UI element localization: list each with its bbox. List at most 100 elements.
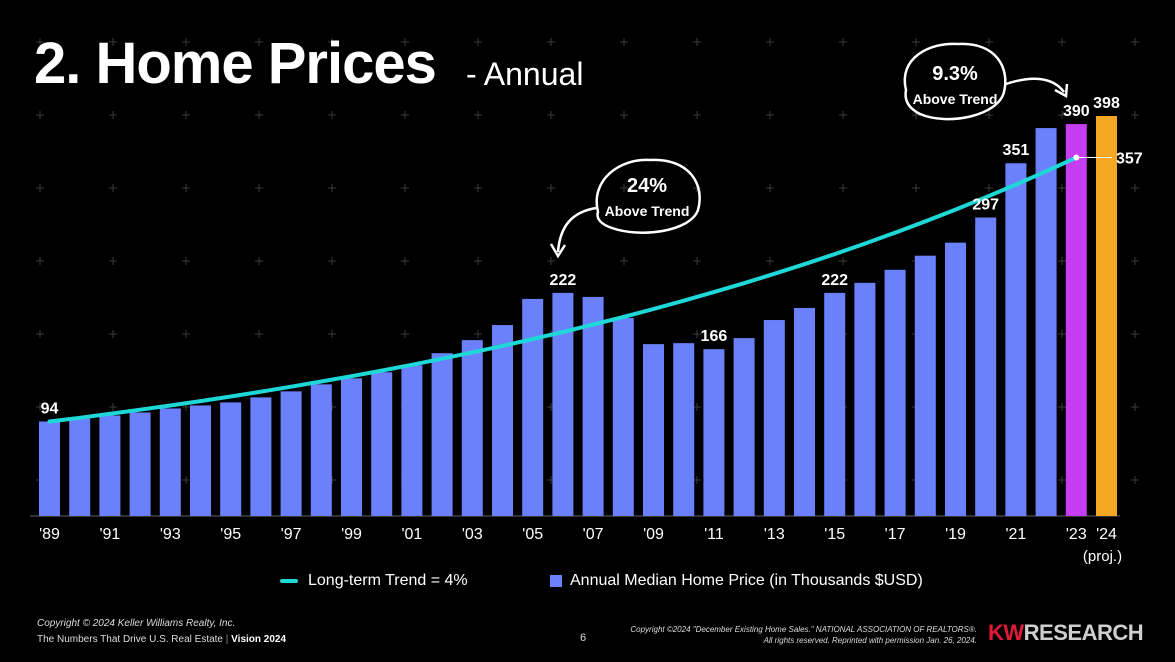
bar — [159, 408, 181, 516]
grid-marker — [36, 330, 44, 338]
bar — [461, 340, 483, 516]
grid-marker — [474, 257, 482, 265]
x-tick-label: '07 — [583, 526, 604, 543]
grid-marker — [1058, 330, 1066, 338]
grid-marker — [1058, 476, 1066, 484]
annotation-text: Above Trend — [605, 203, 690, 219]
x-tick-label: '89 — [39, 526, 60, 543]
grid-marker — [401, 38, 409, 46]
grid-marker — [620, 257, 628, 265]
bar — [129, 412, 151, 516]
bar — [310, 384, 332, 516]
x-tick-label: '24 — [1096, 526, 1117, 543]
bar — [884, 269, 906, 516]
grid-marker — [474, 38, 482, 46]
bar — [371, 372, 393, 516]
grid-marker — [255, 257, 263, 265]
brand-research: RESEARCH — [1023, 620, 1144, 645]
grid-marker — [1058, 111, 1066, 119]
grid-marker — [839, 257, 847, 265]
grid-marker — [182, 476, 190, 484]
x-tick-label: '01 — [401, 526, 422, 543]
x-tick-label: '09 — [643, 526, 664, 543]
annotation-pct: 24% — [627, 175, 667, 197]
bar — [945, 242, 966, 516]
data-label: 94 — [41, 401, 59, 418]
grid-marker — [182, 38, 190, 46]
bar — [280, 391, 302, 516]
footer-tagline-row: The Numbers That Drive U.S. Real Estate … — [37, 634, 287, 645]
bar — [914, 255, 936, 516]
grid-marker — [1131, 111, 1139, 119]
x-tick-label: '23 — [1066, 526, 1087, 543]
x-tick-label: '99 — [341, 526, 362, 543]
grid-marker — [109, 330, 117, 338]
trend-end-label: 357 — [1116, 151, 1143, 168]
grid-marker — [839, 111, 847, 119]
x-tick-label: '15 — [824, 526, 845, 543]
bar — [341, 378, 362, 516]
grid-marker — [109, 111, 117, 119]
annotation-bubble-9: 9.3% Above Trend — [903, 42, 1069, 121]
page-title: 2. Home Prices — [34, 31, 437, 96]
bar — [220, 402, 242, 516]
grid-marker — [693, 38, 701, 46]
grid-marker — [693, 330, 701, 338]
grid-marker — [36, 38, 44, 46]
x-tick-sublabel: (proj.) — [1083, 548, 1122, 565]
grid-marker — [985, 111, 993, 119]
bar — [582, 296, 604, 516]
grid-marker — [255, 38, 263, 46]
grid-marker — [766, 257, 774, 265]
grid-marker — [693, 403, 701, 411]
grid-marker — [36, 184, 44, 192]
bar — [1035, 128, 1057, 516]
x-axis-ticks: '89 '91 '93 '95 '97 '99 '01 '03 '05 '07 '09 '11 '13 '… — [39, 526, 1122, 565]
x-tick-label: '17 — [885, 526, 906, 543]
grid-marker — [474, 111, 482, 119]
legend-bars: Annual Median Home Price (in Thousands $… — [550, 572, 923, 590]
grid-marker — [474, 184, 482, 192]
bar — [492, 325, 513, 516]
bar — [69, 418, 91, 516]
grid-marker — [109, 184, 117, 192]
grid-marker — [401, 257, 409, 265]
trend-line — [47, 155, 1079, 424]
grid-marker — [328, 330, 336, 338]
legend-bar-swatch — [550, 575, 562, 587]
bar — [733, 338, 755, 516]
bar — [431, 353, 453, 516]
grid-marker — [328, 38, 336, 46]
grid-marker — [1058, 38, 1066, 46]
footer-tagline: The Numbers That Drive U.S. Real Estate — [37, 634, 223, 645]
grid-marker — [620, 184, 628, 192]
grid-marker — [620, 111, 628, 119]
grid-marker — [182, 257, 190, 265]
annotation-pct: 9.3% — [932, 63, 978, 85]
grid-marker — [255, 111, 263, 119]
grid-marker — [547, 38, 555, 46]
footer-copyright: Copyright © 2024 Keller Williams Realty,… — [37, 618, 236, 629]
grid-marker — [1131, 330, 1139, 338]
grid-marker — [547, 111, 555, 119]
legend-trend-swatch — [280, 579, 298, 583]
bar — [643, 344, 664, 516]
grid-marker — [693, 111, 701, 119]
grid-marker — [1131, 38, 1139, 46]
brand-kw: KW — [988, 620, 1024, 645]
x-tick-label: '19 — [945, 526, 966, 543]
grid-marker — [474, 330, 482, 338]
grid-marker — [620, 38, 628, 46]
grid-marker — [547, 184, 555, 192]
grid-marker — [1058, 184, 1066, 192]
grid-marker — [401, 330, 409, 338]
grid-marker — [255, 184, 263, 192]
bar — [854, 282, 876, 516]
x-tick-label: '91 — [99, 526, 120, 543]
grid-marker — [328, 184, 336, 192]
data-label: 222 — [821, 272, 848, 289]
footer-vision: Vision 2024 — [231, 634, 287, 645]
legend-bar-label: Annual Median Home Price (in Thousands $… — [570, 572, 923, 589]
page-subtitle: - Annual — [466, 56, 584, 92]
